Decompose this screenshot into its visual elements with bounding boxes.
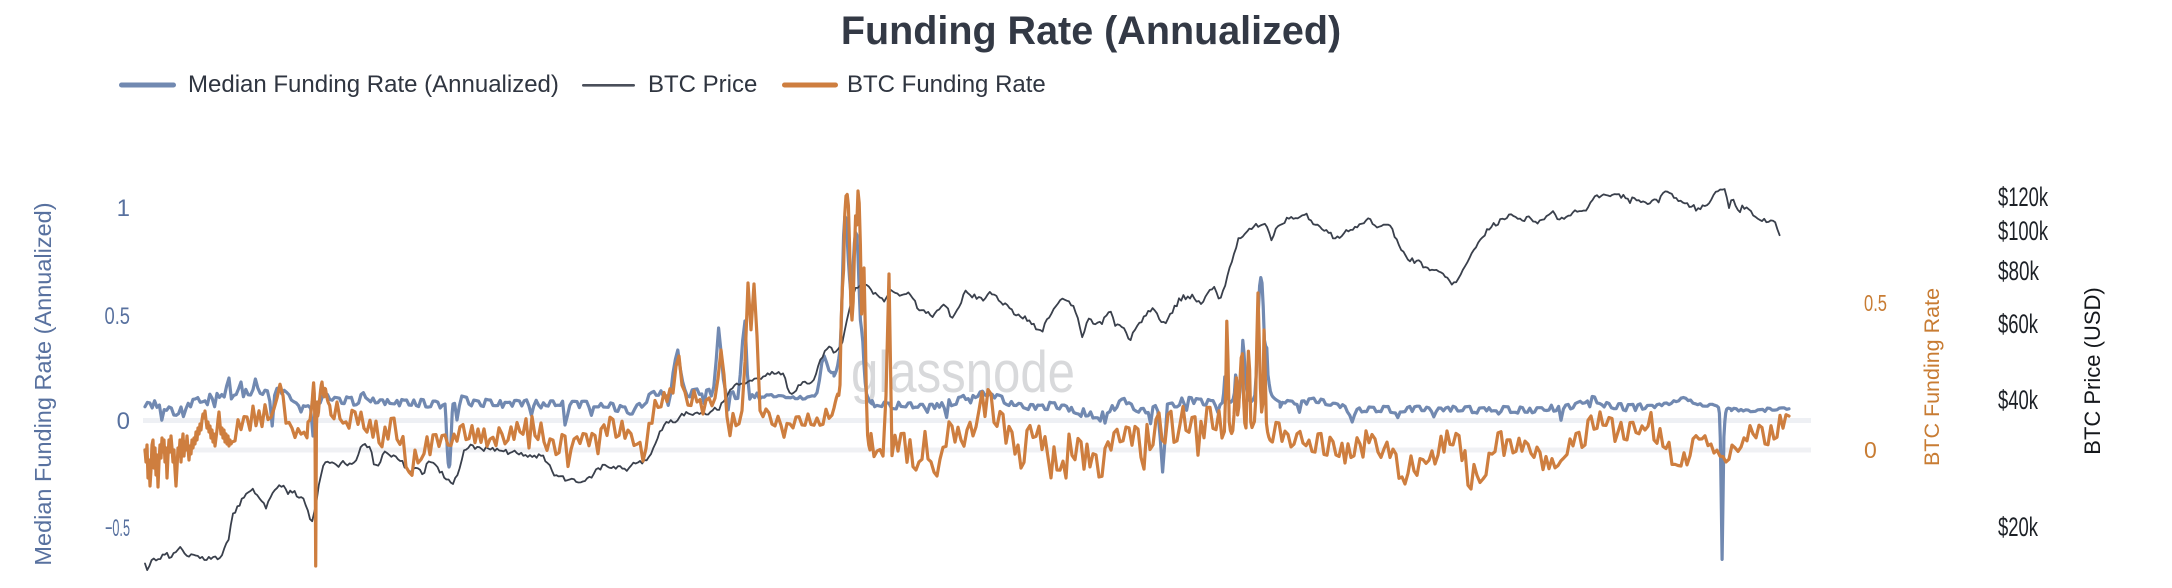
svg-text:0.5: 0.5 xyxy=(105,303,131,330)
svg-text:0: 0 xyxy=(117,408,130,435)
svg-text:$20k: $20k xyxy=(1998,512,2038,542)
svg-text:BTC Price: BTC Price xyxy=(648,71,757,98)
svg-text:$60k: $60k xyxy=(1998,309,2038,339)
svg-text:−0.5: −0.5 xyxy=(105,515,130,542)
svg-text:Median Funding Rate (Annualize: Median Funding Rate (Annualized) xyxy=(188,71,559,98)
svg-text:BTC Price (USD): BTC Price (USD) xyxy=(2080,287,2105,454)
svg-text:1: 1 xyxy=(117,195,130,222)
svg-text:0.5: 0.5 xyxy=(1864,290,1887,316)
svg-text:$120k: $120k xyxy=(1998,182,2048,212)
svg-text:$80k: $80k xyxy=(1998,256,2039,286)
svg-text:Median Funding Rate (Annualize: Median Funding Rate (Annualized) xyxy=(30,202,56,565)
svg-text:$100k: $100k xyxy=(1998,216,2048,246)
svg-text:BTC Funding Rate: BTC Funding Rate xyxy=(1920,288,1944,466)
svg-text:Funding Rate (Annualized): Funding Rate (Annualized) xyxy=(841,9,1341,53)
svg-text:BTC Funding Rate: BTC Funding Rate xyxy=(847,71,1046,98)
svg-text:0: 0 xyxy=(1864,437,1877,463)
svg-text:$40k: $40k xyxy=(1998,385,2038,415)
